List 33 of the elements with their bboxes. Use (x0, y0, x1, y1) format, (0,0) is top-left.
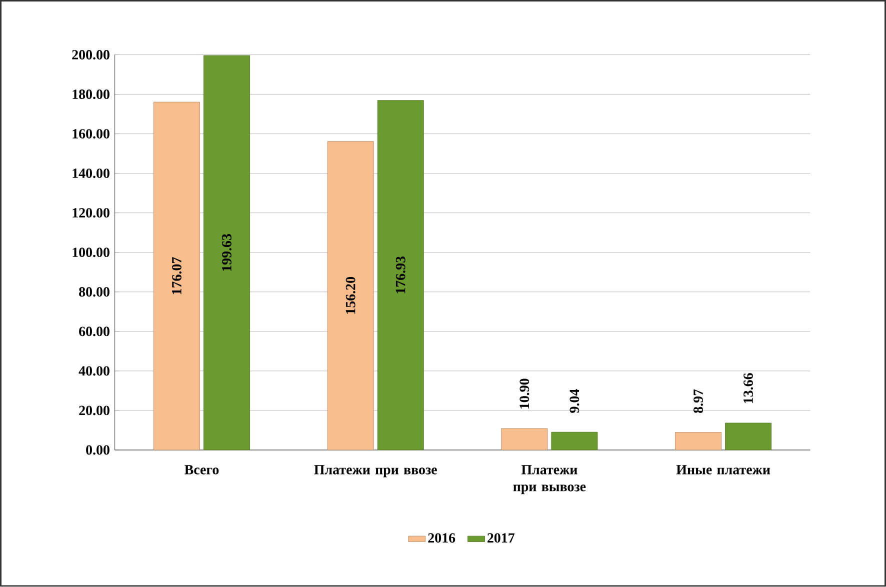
x-tick-label: Платежи при вывозе (513, 465, 586, 494)
bar (327, 141, 374, 450)
bar (154, 102, 200, 450)
y-tick-label: 0.00 (86, 445, 110, 455)
data-label: 199.63 (222, 234, 232, 271)
legend-label: 2017 (488, 533, 515, 543)
legend-label: 2016 (428, 533, 456, 543)
bar (675, 432, 722, 450)
y-tick-label: 100.00 (72, 248, 110, 258)
y-tick-label: 20.00 (79, 406, 110, 416)
bar (725, 422, 772, 450)
x-tick-label: Иные платежи (676, 465, 770, 474)
y-tick-label: 40.00 (78, 366, 110, 376)
y-tick-label: 80.00 (79, 287, 110, 297)
y-tick-label: 140.00 (72, 168, 110, 178)
bar (501, 428, 548, 450)
data-label: 176.93 (396, 256, 406, 294)
y-tick-label: 200.00 (72, 50, 110, 60)
bar (204, 55, 250, 450)
bar (377, 100, 424, 450)
data-label: 8.97 (694, 389, 704, 414)
y-tick-label: 180.00 (72, 90, 110, 100)
y-tick-label: 120.00 (72, 208, 110, 218)
x-tick-label: Платежи при ввозе (314, 465, 437, 478)
y-tick-label: 60.00 (79, 326, 110, 336)
x-tick-label: Всего (184, 465, 219, 474)
data-label: 13.66 (744, 373, 754, 404)
y-tick-label: 160.00 (72, 129, 110, 139)
data-label: 9.04 (570, 389, 580, 413)
data-label: 176.07 (172, 257, 182, 294)
bar (551, 432, 598, 450)
data-label: 156.20 (346, 277, 356, 314)
data-label: 10.90 (520, 378, 530, 409)
